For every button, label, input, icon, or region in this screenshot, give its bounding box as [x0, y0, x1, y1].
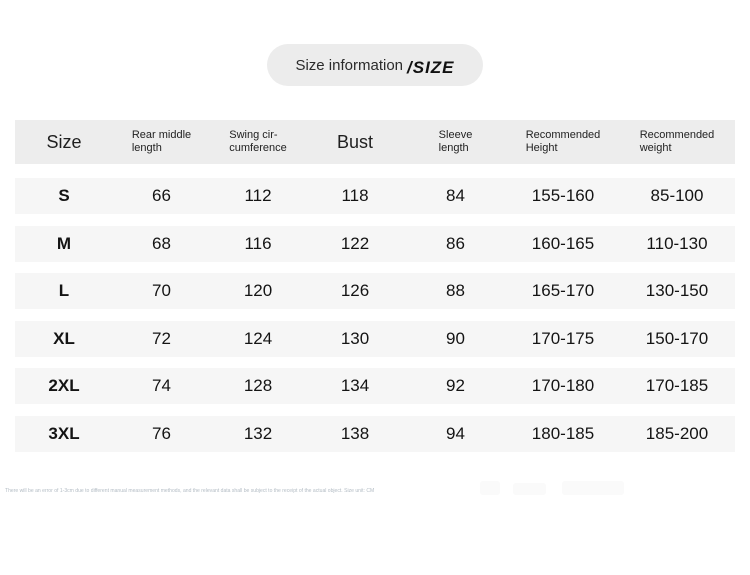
column-header-rear-middle-length: Rear middle length — [131, 129, 192, 154]
faint-watermark-remnant — [513, 483, 546, 495]
column-header-recommended-height: Recommended Height — [525, 129, 601, 154]
recommended-height-cell: 180-185 — [531, 423, 595, 443]
swing-circumference-cell: 112 — [244, 186, 272, 205]
size-cell: M — [56, 233, 72, 253]
rear-middle-length-cell: 74 — [152, 376, 171, 395]
rear-middle-length-cell: 76 — [152, 423, 171, 443]
recommended-weight-cell: 110-130 — [646, 233, 708, 253]
rear-middle-length-cell: 72 — [152, 328, 171, 348]
swing-circumference-cell: 128 — [243, 376, 273, 395]
table-row: L 70 120 126 88 165-170 130-150 — [15, 273, 735, 309]
rear-middle-length-cell: 66 — [152, 186, 171, 205]
sleeve-length-cell: 92 — [446, 376, 465, 395]
column-header-size: Size — [46, 131, 82, 152]
table-row: 2XL 74 128 134 92 170-180 170-185 — [15, 368, 735, 404]
size-cell: XL — [53, 328, 75, 348]
size-cell: S — [58, 186, 70, 205]
recommended-height-cell: 155-160 — [531, 186, 595, 205]
table-row: 3XL 76 132 138 94 180-185 185-200 — [15, 415, 735, 452]
sleeve-length-cell: 90 — [446, 328, 465, 348]
size-cell: L — [58, 281, 70, 300]
swing-circumference-cell: 116 — [244, 233, 272, 253]
bust-cell: 126 — [340, 281, 370, 300]
sleeve-length-cell: 88 — [446, 281, 465, 300]
column-header-sleeve-length: Sleeve length — [438, 129, 473, 154]
bust-cell: 134 — [340, 376, 370, 395]
column-header-swing-circumference: Swing cir-cumference — [229, 129, 287, 154]
column-header-bust: Bust — [336, 131, 374, 152]
recommended-height-cell: 170-180 — [531, 376, 595, 395]
recommended-weight-cell: 85-100 — [650, 186, 704, 205]
recommended-height-cell: 165-170 — [531, 281, 595, 300]
table-header-row: Size Rear middle length Swing cir-cumfere… — [15, 120, 735, 164]
bust-cell: 122 — [340, 233, 370, 253]
size-cell: 2XL — [48, 376, 80, 395]
recommended-weight-cell: 130-150 — [645, 281, 709, 300]
table-row: S 66 112 118 84 155-160 85-100 — [15, 178, 735, 214]
recommended-height-cell: 170-175 — [531, 328, 595, 348]
recommended-weight-cell: 150-170 — [645, 328, 709, 348]
bust-cell: 130 — [340, 328, 370, 348]
table-row: M 68 116 122 86 160-165 110-130 — [15, 225, 735, 262]
table-row: XL 72 124 130 90 170-175 150-170 — [15, 320, 735, 357]
faint-watermark-remnant — [480, 481, 500, 495]
swing-circumference-cell: 124 — [243, 328, 273, 348]
bust-cell: 138 — [340, 423, 370, 443]
sleeve-length-cell: 86 — [446, 233, 465, 253]
sleeve-length-cell: 84 — [446, 186, 465, 205]
measurement-disclaimer: There will be an error of 1-3cm due to d… — [5, 488, 375, 494]
swing-circumference-cell: 120 — [243, 281, 273, 300]
size-info-title: Size information — [295, 56, 404, 74]
size-info-title-pill: Size information /SIZE — [267, 44, 483, 86]
swing-circumference-cell: 132 — [243, 423, 273, 443]
size-table: Size Rear middle length Swing cir-cumfere… — [15, 120, 735, 463]
rear-middle-length-cell: 70 — [152, 281, 171, 300]
recommended-weight-cell: 170-185 — [645, 376, 709, 395]
size-info-title-suffix: /SIZE — [407, 58, 455, 77]
bust-cell: 118 — [341, 186, 369, 205]
column-header-recommended-weight: Recommended weight — [639, 129, 715, 154]
size-cell: 3XL — [48, 423, 80, 443]
recommended-height-cell: 160-165 — [531, 233, 595, 253]
faint-watermark-remnant — [562, 481, 624, 495]
sleeve-length-cell: 94 — [446, 423, 465, 443]
recommended-weight-cell: 185-200 — [645, 423, 709, 443]
rear-middle-length-cell: 68 — [152, 233, 171, 253]
